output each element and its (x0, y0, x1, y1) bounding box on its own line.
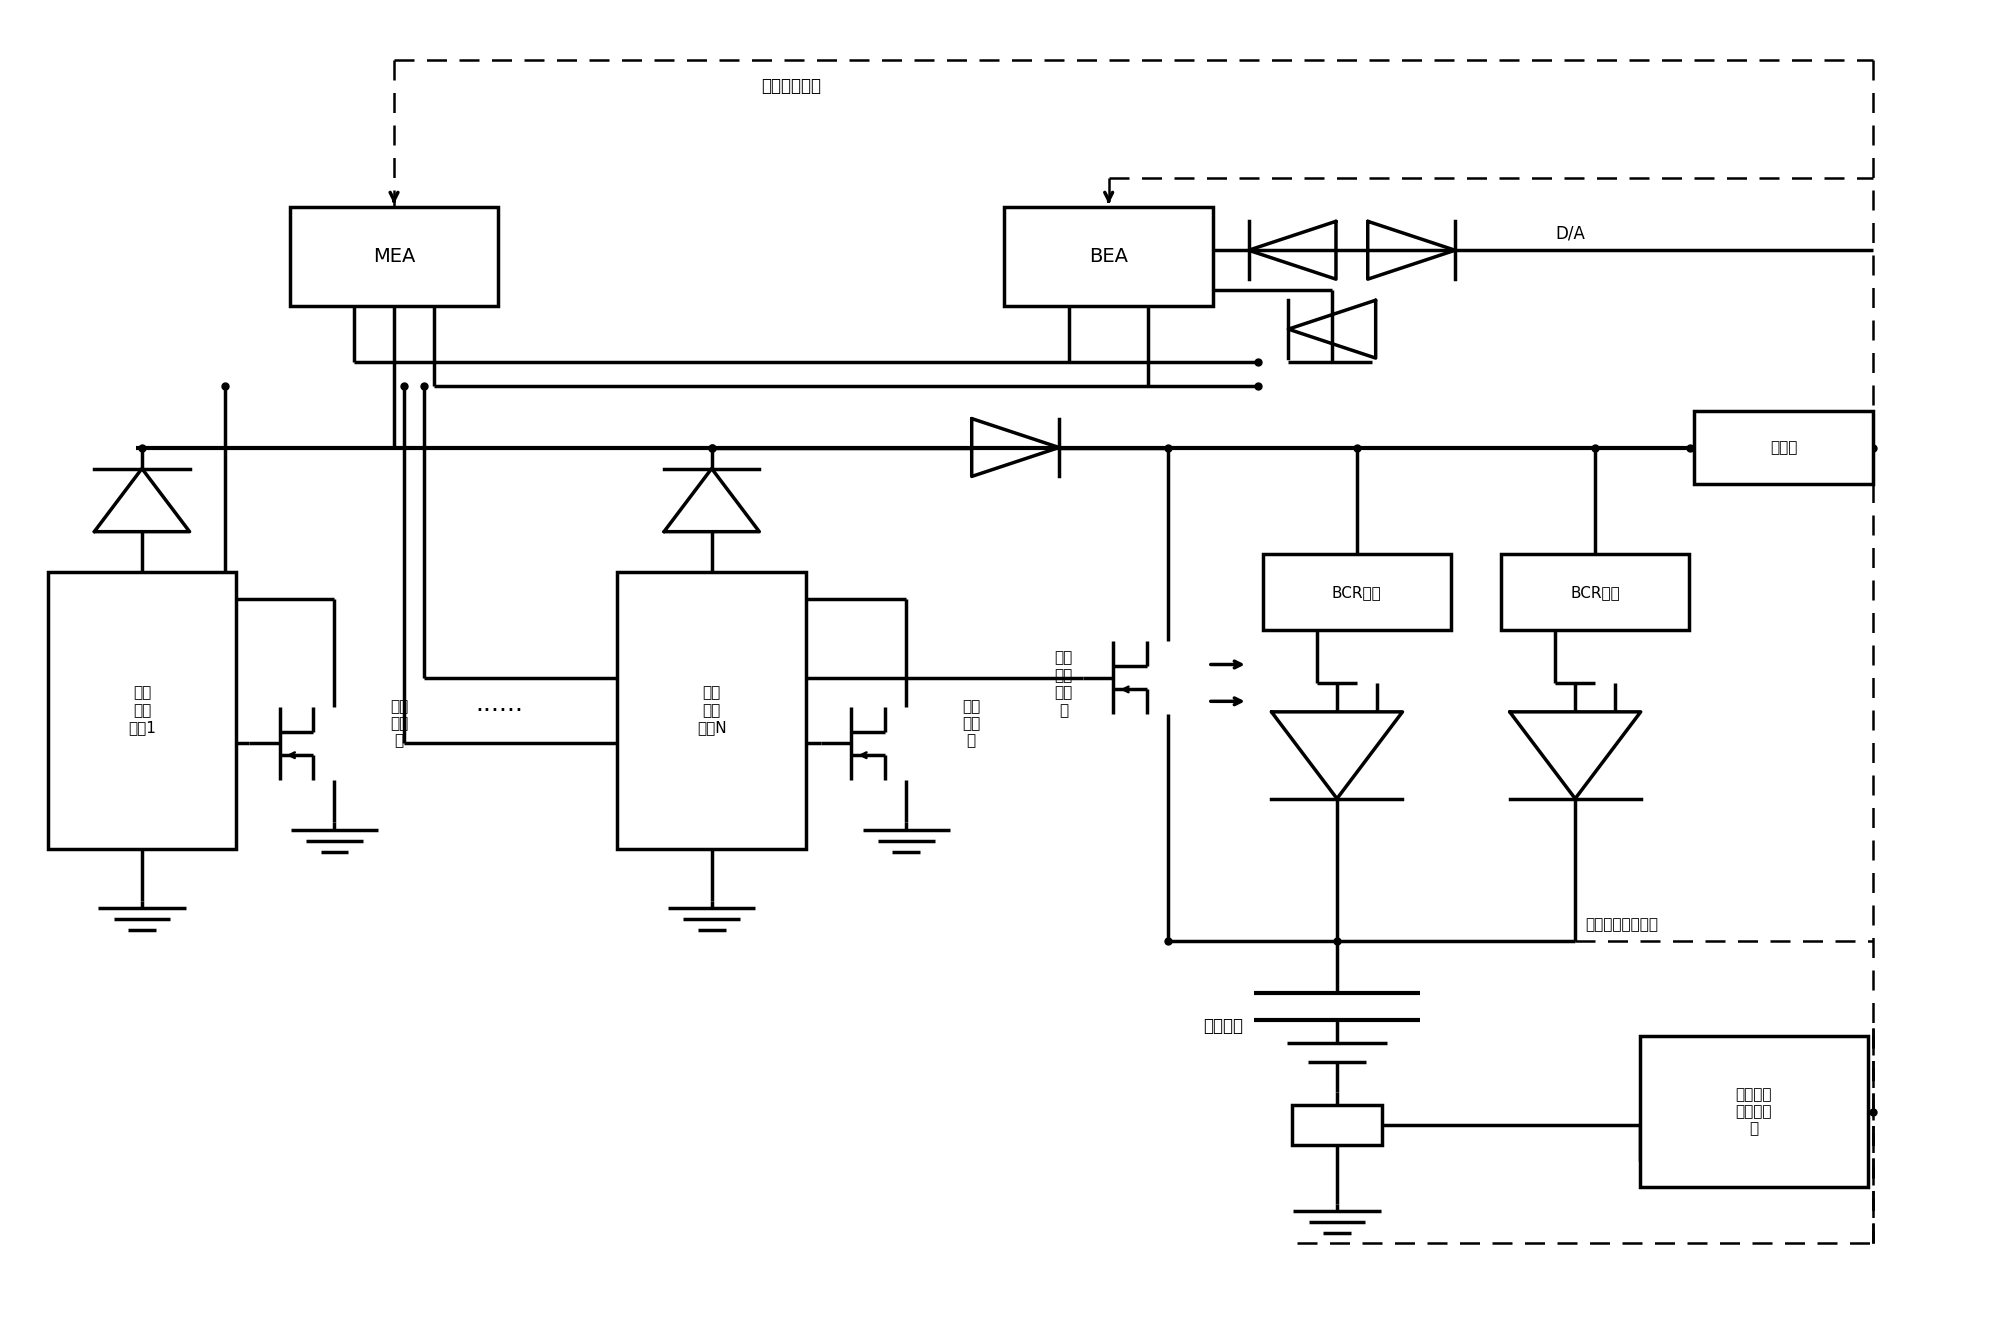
Text: 分流
开关
管: 分流 开关 管 (961, 699, 979, 748)
Text: D/A: D/A (1554, 225, 1584, 242)
Text: BEA: BEA (1089, 247, 1127, 266)
FancyBboxPatch shape (1291, 1104, 1381, 1144)
Text: 蓄电池组电压取样: 蓄电池组电压取样 (1584, 917, 1656, 933)
FancyBboxPatch shape (617, 573, 805, 849)
Text: 充电电流
采集、反
馈: 充电电流 采集、反 馈 (1734, 1087, 1770, 1136)
Text: MEA: MEA (374, 247, 416, 266)
FancyBboxPatch shape (48, 573, 236, 849)
FancyBboxPatch shape (1003, 207, 1213, 306)
FancyBboxPatch shape (290, 207, 498, 306)
FancyBboxPatch shape (1500, 554, 1688, 630)
Text: 太阳
电池
分阵N: 太阳 电池 分阵N (697, 686, 725, 735)
FancyBboxPatch shape (1694, 412, 1872, 484)
Text: ......: ...... (476, 692, 523, 716)
FancyBboxPatch shape (1263, 554, 1451, 630)
Text: 母线正: 母线正 (1768, 440, 1796, 455)
Text: 分流
开关
管: 分流 开关 管 (390, 699, 408, 748)
Text: BCR主份: BCR主份 (1331, 585, 1381, 599)
Text: 太阳
电池
分阵1: 太阳 电池 分阵1 (128, 686, 156, 735)
Text: 蓄电池组: 蓄电池组 (1203, 1017, 1243, 1035)
FancyBboxPatch shape (1638, 1037, 1866, 1187)
Text: 母线电压取样: 母线电压取样 (761, 77, 821, 94)
Text: 快速
充电
开关
管: 快速 充电 开关 管 (1055, 651, 1073, 718)
Text: BCR备份: BCR备份 (1568, 585, 1618, 599)
